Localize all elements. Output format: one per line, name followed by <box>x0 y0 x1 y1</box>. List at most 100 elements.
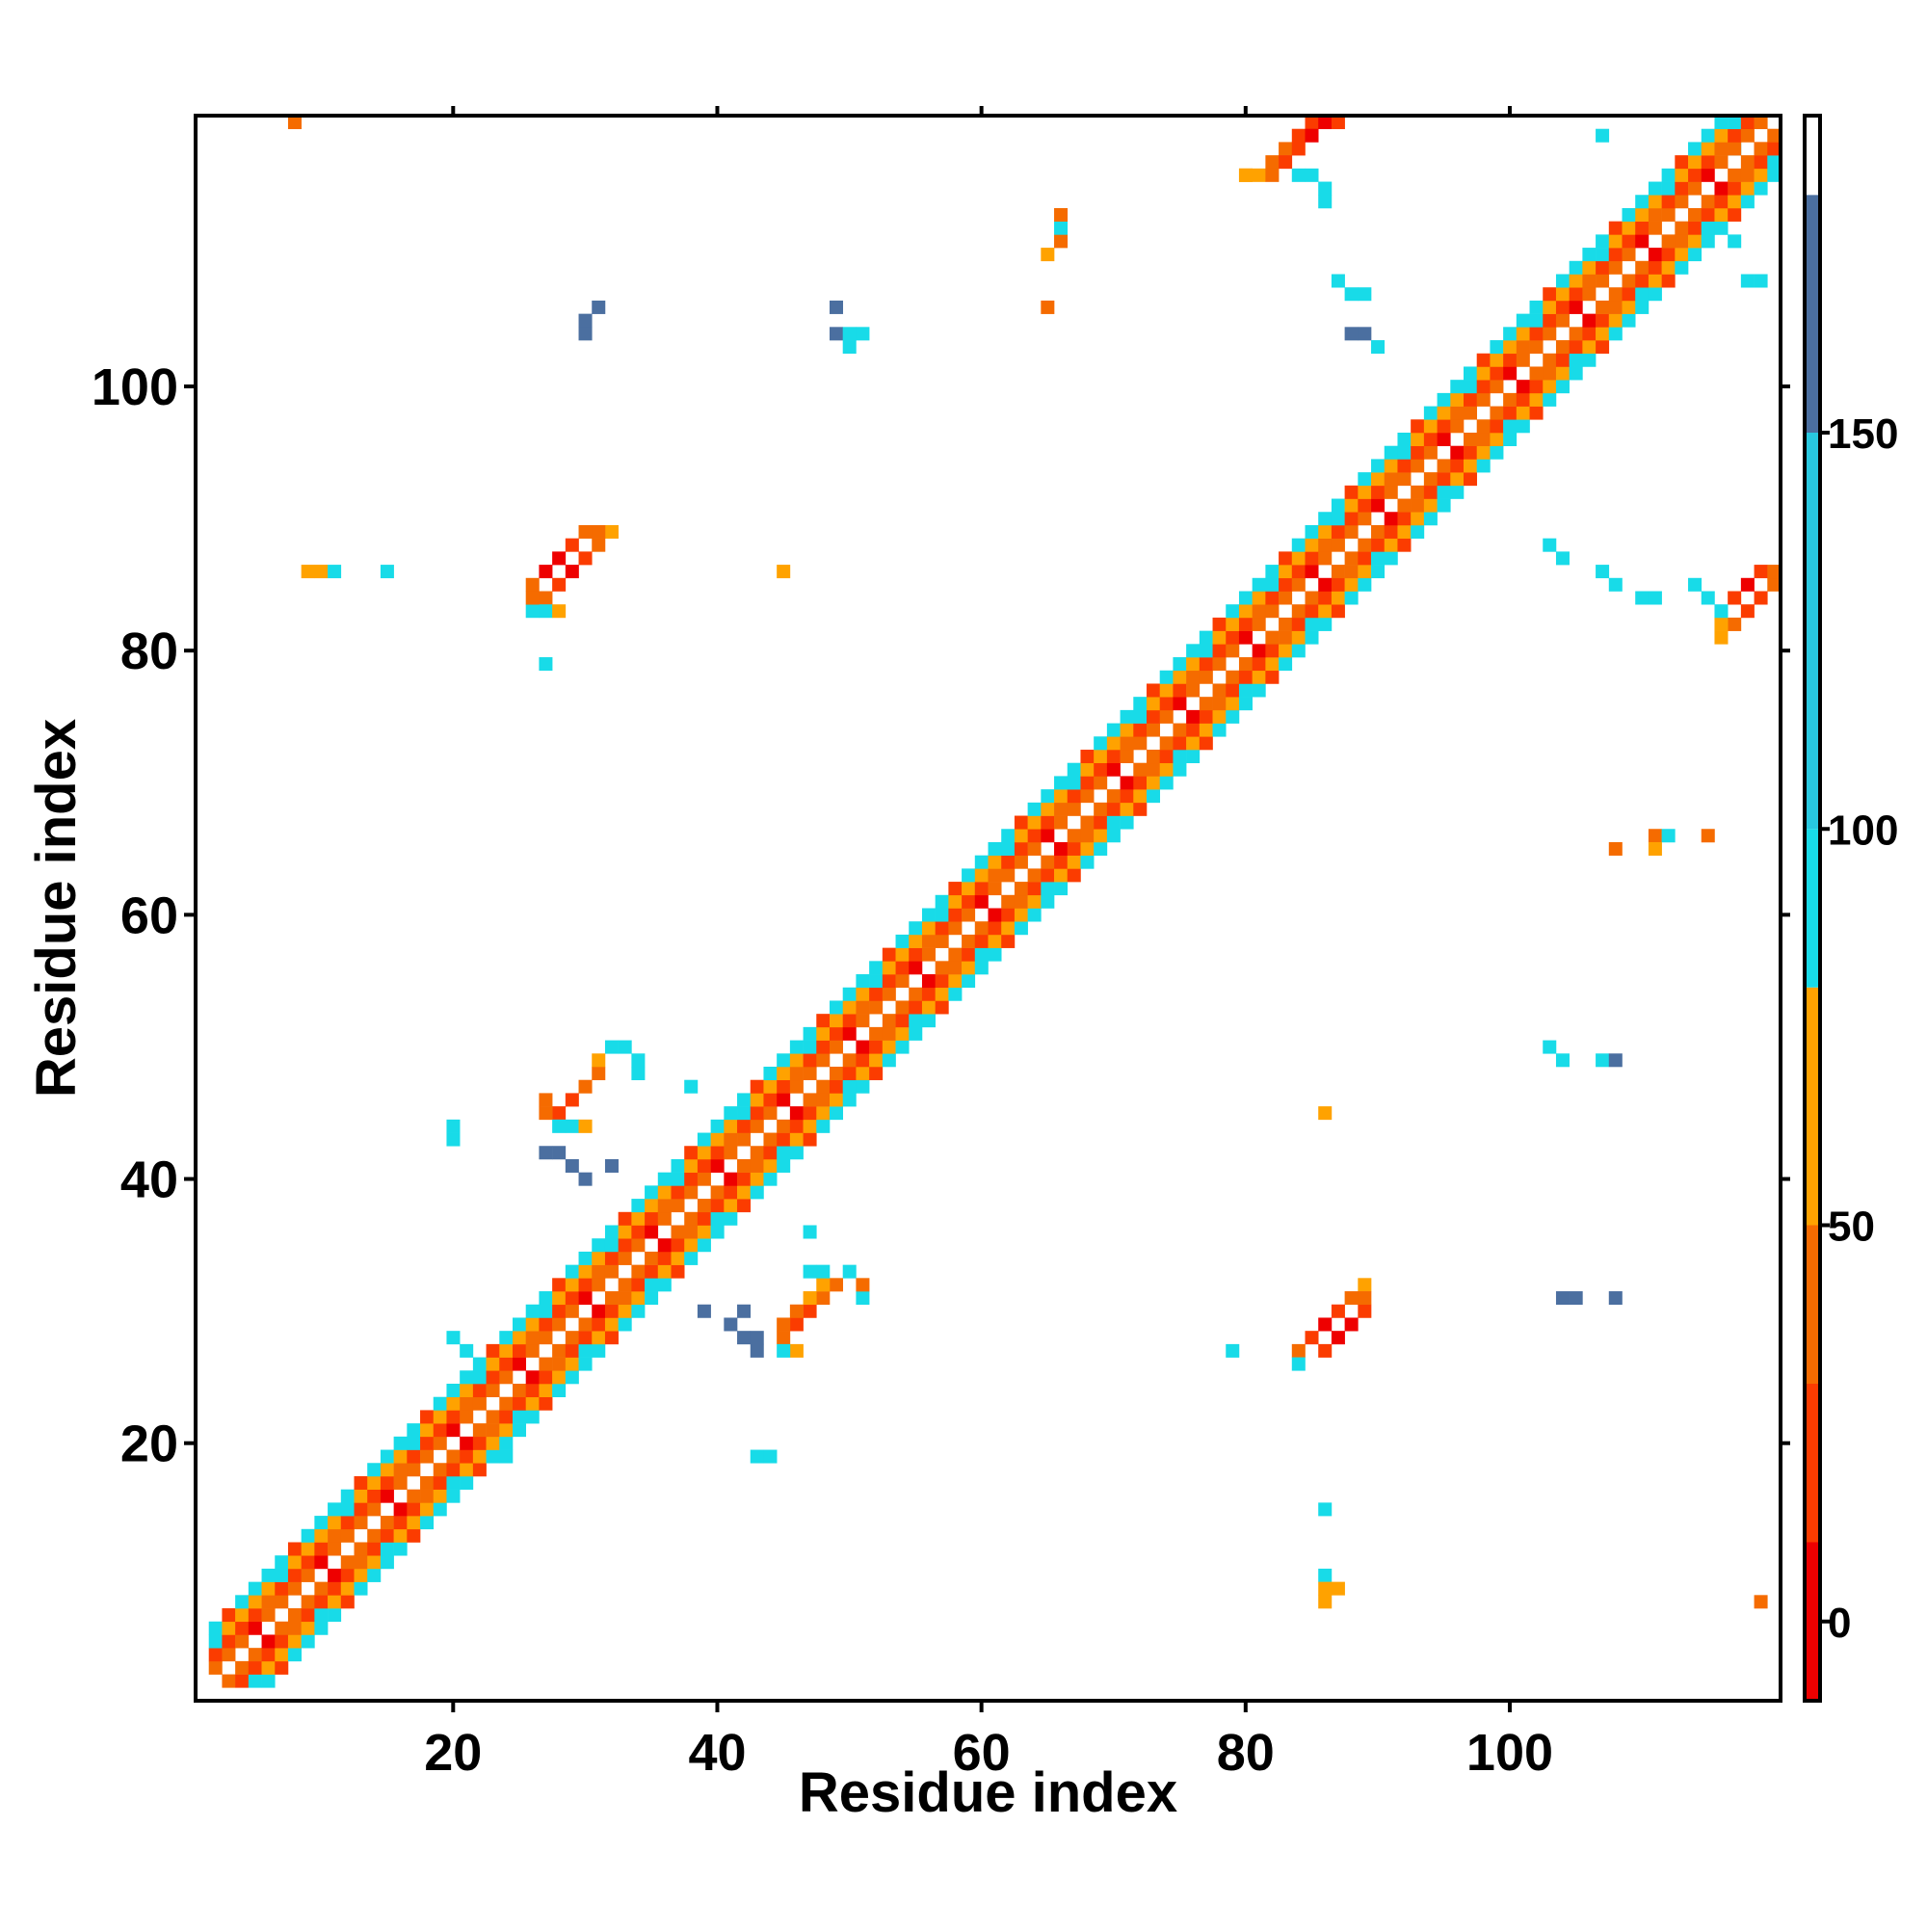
heatmap-cell <box>1041 248 1055 262</box>
heatmap-cell <box>1767 577 1782 592</box>
heatmap-cell <box>420 1449 435 1464</box>
heatmap-cell <box>1265 577 1280 592</box>
heatmap-cell <box>1080 750 1095 764</box>
heatmap-cell <box>763 1146 778 1160</box>
heatmap-cell <box>1041 894 1055 909</box>
heatmap-cell <box>1767 142 1782 156</box>
heatmap-cell <box>1252 617 1266 631</box>
heatmap-cell <box>789 1132 804 1147</box>
heatmap-cell <box>1543 300 1557 314</box>
heatmap-cell <box>354 1489 368 1503</box>
heatmap-cell <box>869 1053 884 1068</box>
heatmap-cell <box>1516 327 1530 341</box>
heatmap-cell <box>921 1014 936 1028</box>
heatmap-cell <box>565 1304 579 1318</box>
heatmap-cell <box>460 1384 474 1398</box>
heatmap-cell <box>592 1331 606 1345</box>
heatmap-cell <box>724 1172 738 1186</box>
heatmap-cell <box>1555 353 1570 367</box>
heatmap-cell <box>684 1251 699 1265</box>
heatmap-cell <box>909 934 923 948</box>
colorbar-frame <box>1803 114 1822 1703</box>
heatmap-cell <box>1279 551 1293 566</box>
heatmap-cell <box>1476 419 1491 434</box>
heatmap-cell <box>974 882 989 896</box>
heatmap-cell <box>1344 287 1359 302</box>
heatmap-cell <box>513 1331 527 1345</box>
heatmap-cell <box>513 1357 527 1371</box>
heatmap-cell <box>460 1396 474 1411</box>
heatmap-cell <box>1133 789 1148 804</box>
heatmap-cell <box>1133 723 1148 737</box>
heatmap-cell <box>1384 551 1398 566</box>
heatmap-cell <box>948 961 963 975</box>
heatmap-cell <box>513 1423 527 1438</box>
heatmap-cell <box>1226 670 1240 684</box>
heatmap-cell <box>816 1014 831 1028</box>
heatmap-cell <box>816 1026 831 1041</box>
heatmap-cell <box>1754 142 1768 156</box>
heatmap-cell <box>1371 524 1386 539</box>
heatmap-cell <box>909 947 923 962</box>
heatmap-cell <box>684 1172 699 1186</box>
heatmap-cell <box>1648 591 1662 605</box>
heatmap-cell <box>1397 512 1412 526</box>
heatmap-cell <box>737 1132 752 1147</box>
heatmap-cell <box>830 1040 844 1054</box>
heatmap-cell <box>1106 723 1121 737</box>
heatmap-cell <box>1516 353 1530 367</box>
heatmap-cell <box>420 1475 435 1490</box>
heatmap-cell <box>1212 617 1227 631</box>
heatmap-cell <box>1596 565 1610 579</box>
heatmap-cell <box>1688 207 1703 222</box>
heatmap-cell <box>1767 168 1782 182</box>
heatmap-cell <box>539 657 553 672</box>
heatmap-cell <box>1701 234 1715 249</box>
heatmap-cell <box>1106 815 1121 830</box>
heatmap-cell <box>1133 762 1148 777</box>
heatmap-cell <box>301 1568 315 1582</box>
heatmap-cell <box>737 1185 752 1200</box>
heatmap-cell <box>1450 485 1465 499</box>
heatmap-cell <box>525 1331 540 1345</box>
heatmap-cell <box>631 1067 646 1081</box>
heatmap-cell <box>1305 630 1319 645</box>
heatmap-cell <box>1080 815 1095 830</box>
heatmap-cell <box>486 1436 500 1450</box>
heatmap-cell <box>1318 1595 1333 1609</box>
heatmap-cell <box>1608 287 1623 302</box>
heatmap-cell <box>486 1343 500 1358</box>
heatmap-cell <box>1305 168 1319 182</box>
heatmap-cell <box>1279 657 1293 672</box>
heatmap-cell <box>1173 670 1187 684</box>
heatmap-cell <box>882 1014 896 1028</box>
heatmap-cell <box>1622 274 1636 288</box>
heatmap-cell <box>433 1502 447 1517</box>
heatmap-cell <box>1358 327 1372 341</box>
heatmap-cell <box>1543 538 1557 552</box>
heatmap-cell <box>645 1264 659 1279</box>
heatmap-cell <box>1622 300 1636 314</box>
heatmap-cell <box>393 1436 408 1450</box>
heatmap-cell <box>1027 815 1042 830</box>
heatmap-cell <box>565 1357 579 1371</box>
heatmap-cell <box>1371 565 1386 579</box>
heatmap-cell <box>1450 406 1465 420</box>
heatmap-cell <box>1318 551 1333 566</box>
heatmap-cell <box>737 1331 752 1345</box>
y-tick-label: 20 <box>120 1416 178 1473</box>
heatmap-cell <box>340 1528 355 1543</box>
heatmap-cell <box>1041 789 1055 804</box>
heatmap-cell <box>1186 736 1201 751</box>
heatmap-cell <box>921 908 936 922</box>
heatmap-cell <box>222 1648 236 1662</box>
heatmap-cell <box>1318 181 1333 196</box>
heatmap-cell <box>446 1331 461 1345</box>
heatmap-cell <box>1331 498 1345 513</box>
heatmap-cell <box>618 1040 632 1054</box>
heatmap-cell <box>895 947 910 962</box>
heatmap-cell <box>1265 630 1280 645</box>
heatmap-cell <box>1529 340 1544 355</box>
heatmap-cell <box>789 1079 804 1094</box>
